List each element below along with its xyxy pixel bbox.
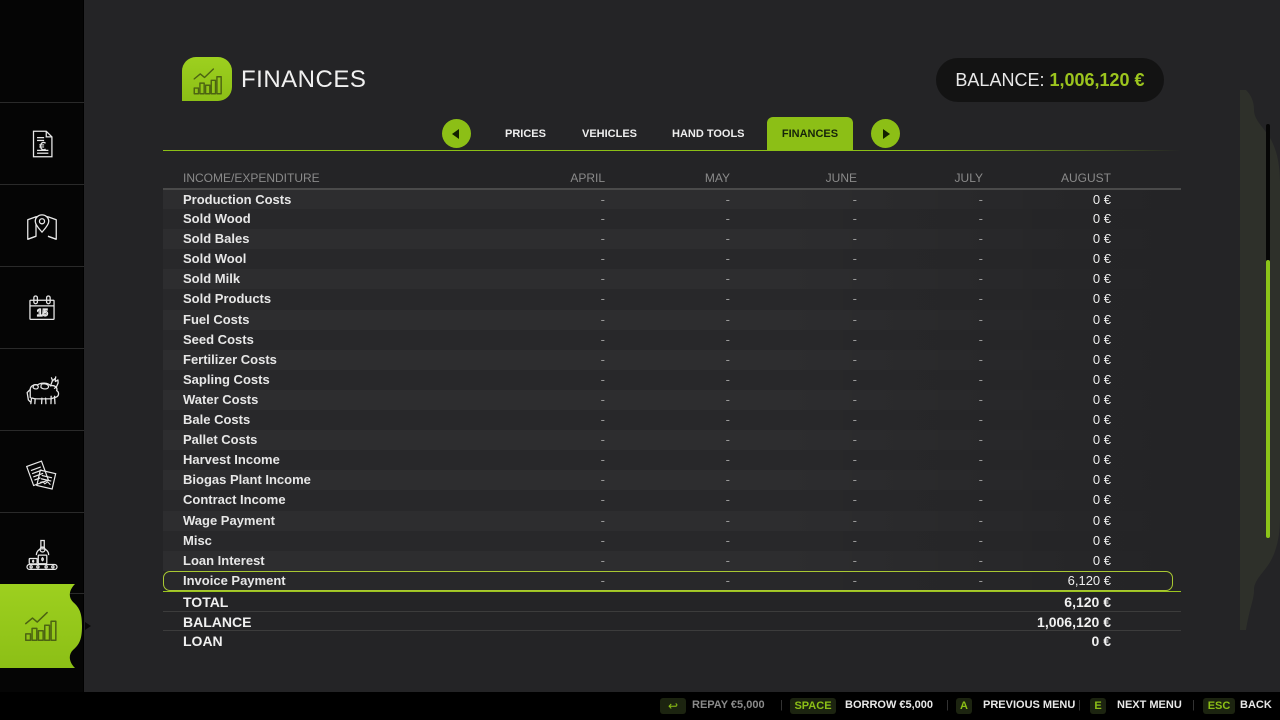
- svg-text:15: 15: [37, 308, 49, 319]
